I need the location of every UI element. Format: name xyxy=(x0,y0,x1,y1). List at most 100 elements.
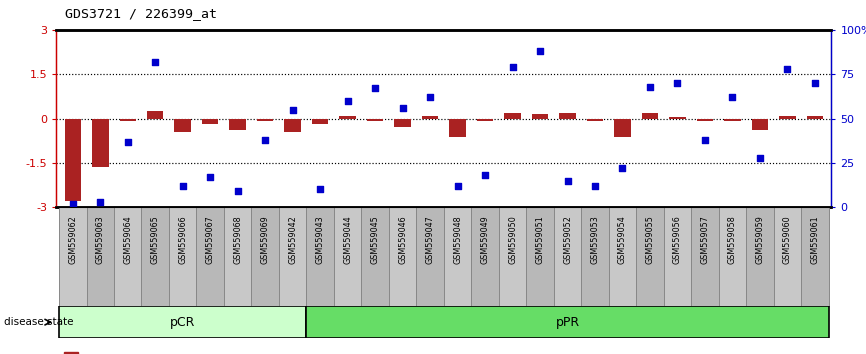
Bar xyxy=(147,111,164,119)
Bar xyxy=(559,113,576,119)
Bar xyxy=(719,207,746,306)
Text: GSM559061: GSM559061 xyxy=(811,215,819,264)
Bar xyxy=(773,207,801,306)
Bar xyxy=(307,207,334,306)
Bar xyxy=(696,119,714,121)
Bar xyxy=(587,119,604,121)
Point xyxy=(726,95,740,100)
Bar xyxy=(394,119,410,127)
Point xyxy=(643,84,657,90)
Text: pCR: pCR xyxy=(170,316,196,329)
Bar xyxy=(251,207,279,306)
Point xyxy=(94,199,107,205)
Bar xyxy=(141,207,169,306)
Bar xyxy=(527,207,553,306)
Point xyxy=(368,86,382,91)
Bar xyxy=(779,116,796,119)
Text: GSM559062: GSM559062 xyxy=(68,215,77,264)
Bar xyxy=(334,207,361,306)
Point xyxy=(506,64,520,70)
Text: GSM559055: GSM559055 xyxy=(645,215,655,264)
Bar xyxy=(389,207,417,306)
Point xyxy=(670,80,684,86)
Bar xyxy=(724,119,740,121)
Text: pPR: pPR xyxy=(555,316,579,329)
Bar xyxy=(279,207,307,306)
Text: GSM559051: GSM559051 xyxy=(535,215,545,264)
Text: GSM559066: GSM559066 xyxy=(178,215,187,264)
Point xyxy=(478,172,492,178)
Bar xyxy=(87,207,114,306)
Text: GSM559068: GSM559068 xyxy=(233,215,242,264)
Bar xyxy=(752,119,768,130)
Text: GSM559049: GSM559049 xyxy=(481,215,489,264)
Bar xyxy=(202,119,218,124)
Bar xyxy=(663,207,691,306)
Bar xyxy=(307,306,829,338)
Text: GSM559043: GSM559043 xyxy=(315,215,325,264)
Text: GSM559050: GSM559050 xyxy=(508,215,517,264)
Point xyxy=(148,59,162,65)
Bar xyxy=(669,117,686,119)
Bar xyxy=(284,119,301,132)
Bar xyxy=(477,119,494,121)
Bar xyxy=(422,116,438,119)
Point xyxy=(450,183,464,189)
Bar xyxy=(367,119,384,121)
Bar xyxy=(499,207,527,306)
Bar xyxy=(691,207,719,306)
Text: GSM559047: GSM559047 xyxy=(425,215,435,264)
Text: GSM559042: GSM559042 xyxy=(288,215,297,264)
Point xyxy=(780,66,794,72)
Bar xyxy=(64,352,78,354)
Point xyxy=(230,188,244,194)
Point xyxy=(396,105,410,111)
Bar xyxy=(312,119,328,124)
Point xyxy=(808,80,822,86)
Point xyxy=(753,155,766,160)
Bar xyxy=(92,119,108,167)
Bar xyxy=(114,207,141,306)
Bar xyxy=(59,306,307,338)
Bar xyxy=(197,207,224,306)
Point xyxy=(340,98,354,104)
Bar xyxy=(471,207,499,306)
Bar xyxy=(339,116,356,119)
Bar xyxy=(417,207,443,306)
Text: GSM559044: GSM559044 xyxy=(343,215,352,264)
Point xyxy=(560,178,574,183)
Bar xyxy=(59,207,87,306)
Bar xyxy=(174,119,191,132)
Point xyxy=(423,95,437,100)
Bar xyxy=(229,119,246,130)
Text: GSM559064: GSM559064 xyxy=(123,215,132,264)
Text: GSM559065: GSM559065 xyxy=(151,215,159,264)
Bar xyxy=(642,113,658,119)
Text: GSM559058: GSM559058 xyxy=(728,215,737,264)
Text: GSM559046: GSM559046 xyxy=(398,215,407,264)
Bar xyxy=(806,116,823,119)
Text: GSM559045: GSM559045 xyxy=(371,215,379,264)
Bar xyxy=(801,207,829,306)
Text: GSM559056: GSM559056 xyxy=(673,215,682,264)
Bar xyxy=(609,207,637,306)
Point xyxy=(313,187,327,192)
Bar xyxy=(614,119,630,137)
Bar xyxy=(120,119,136,121)
Point xyxy=(258,137,272,143)
Bar xyxy=(504,113,520,119)
Point xyxy=(533,48,547,54)
Bar xyxy=(532,114,548,119)
Text: GSM559059: GSM559059 xyxy=(755,215,765,264)
Bar xyxy=(65,119,81,201)
Text: GDS3721 / 226399_at: GDS3721 / 226399_at xyxy=(65,7,217,20)
Bar xyxy=(746,207,773,306)
Bar xyxy=(553,207,581,306)
Text: disease state: disease state xyxy=(4,317,74,327)
Point xyxy=(204,174,217,180)
Point xyxy=(66,201,80,206)
Point xyxy=(121,139,135,144)
Bar xyxy=(443,207,471,306)
Point xyxy=(616,165,630,171)
Text: GSM559053: GSM559053 xyxy=(591,215,599,264)
